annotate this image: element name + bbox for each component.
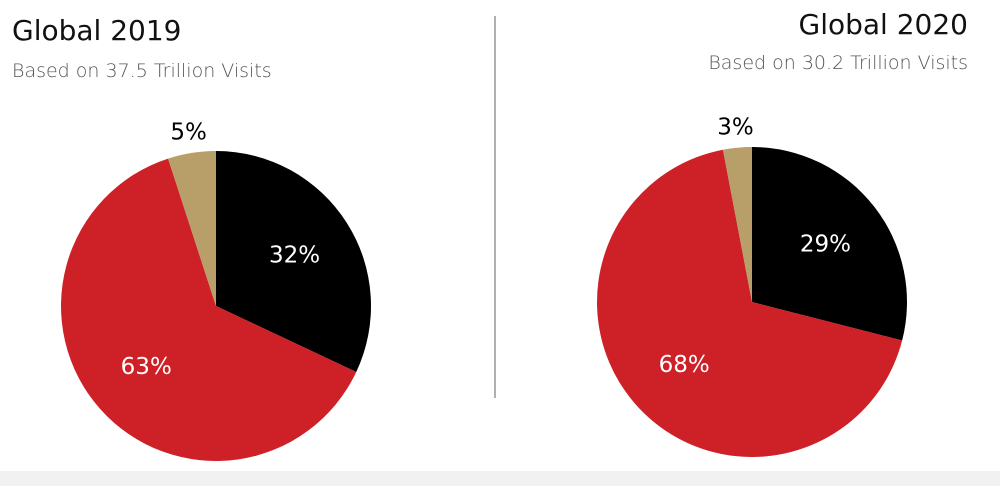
pie-slice-2020-3 bbox=[722, 147, 752, 302]
chart-panel: Global 2019 Based on 37.5 Trillion Visit… bbox=[0, 8, 1000, 486]
pie-label-2020-1: 29% bbox=[800, 232, 851, 258]
pie-label-2019-2: 63% bbox=[121, 354, 172, 380]
pie-slice-2019-2 bbox=[61, 158, 357, 462]
bottom-band bbox=[0, 471, 1000, 486]
pie-slice-2019-1 bbox=[216, 151, 372, 372]
panel-divider bbox=[494, 16, 496, 398]
pie-chart-2020: 29% 68% 3% bbox=[596, 114, 908, 458]
pie-slice-2020-2 bbox=[596, 149, 903, 458]
pie-slice-2019-3 bbox=[168, 151, 216, 306]
chart-title-2020: Global 2020 bbox=[798, 8, 968, 41]
pie-label-2020-2: 68% bbox=[659, 352, 710, 378]
pie-label-2019-3: 5% bbox=[170, 120, 207, 146]
chart-title-2019: Global 2019 bbox=[12, 14, 182, 47]
chart-subtitle-2019: Based on 37.5 Trillion Visits bbox=[12, 60, 272, 82]
pie-label-2020-3: 3% bbox=[717, 114, 754, 140]
pie-label-2019-1: 32% bbox=[269, 243, 320, 269]
chart-subtitle-2020: Based on 30.2 Trillion Visits bbox=[708, 52, 968, 74]
pie-chart-2019: 32% 63% 5% bbox=[61, 120, 372, 462]
pie-slice-2020-1 bbox=[752, 147, 908, 341]
